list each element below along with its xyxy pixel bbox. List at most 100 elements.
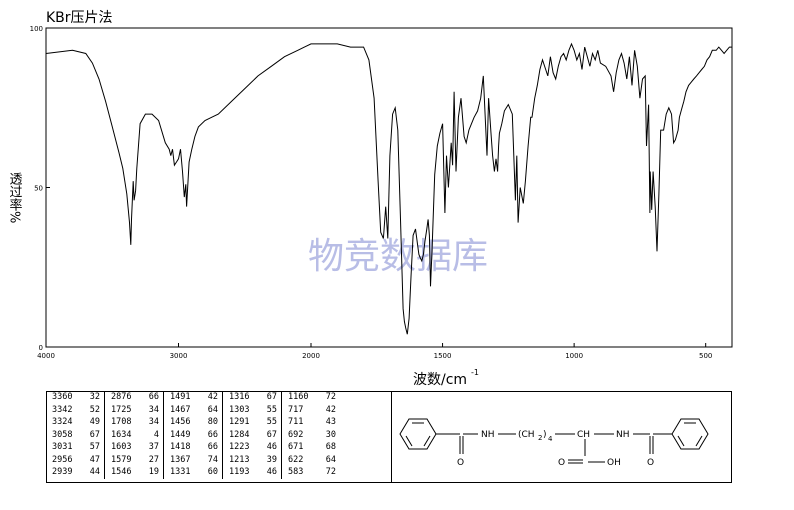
peak-row: 1579 27	[111, 454, 159, 467]
x-axis-label-text: 波数/cm	[413, 372, 467, 388]
peak-transmittance: 68	[325, 442, 336, 452]
peak-wavenumber: 1303	[229, 404, 250, 415]
peak-wavenumber: 717	[288, 404, 304, 415]
y-axis-label-text: 透过率%	[7, 172, 23, 223]
peak-wavenumber: 1708	[111, 417, 132, 427]
peak-transmittance: 55	[266, 417, 277, 427]
peak-wavenumber: 1491	[170, 392, 191, 402]
peak-wavenumber: 671	[288, 442, 304, 452]
chain-count: 4	[548, 435, 553, 443]
peak-row: 2876 66	[111, 391, 159, 404]
peak-wavenumber: 692	[288, 429, 304, 440]
y-tick-label: 0	[39, 344, 43, 352]
peak-table-column: 3360 32 3342 52 3324 49 3058 67 3031 57 2956 47 2939…	[46, 391, 105, 479]
peak-transmittance: 67	[89, 429, 100, 440]
peak-transmittance: 74	[207, 454, 218, 465]
peak-wavenumber: 2876	[111, 392, 132, 402]
peak-wavenumber: 3324	[52, 417, 73, 427]
peak-row: 711 43	[288, 416, 336, 429]
peak-transmittance: 34	[148, 404, 159, 415]
peak-transmittance: 67	[266, 392, 277, 402]
peak-row: 1193 46	[229, 466, 277, 479]
peak-table: 3360 32 3342 52 3324 49 3058 67 3031 57 2956 47 2939…	[46, 391, 340, 479]
peak-row: 3031 57	[52, 441, 100, 454]
left-carbonyl	[436, 433, 478, 454]
y-axis-ticks: 0 50 100	[30, 25, 50, 352]
peak-transmittance: 27	[148, 454, 159, 465]
peak-transmittance: 46	[266, 442, 277, 452]
peak-transmittance: 19	[148, 467, 159, 477]
peak-wavenumber: 2956	[52, 454, 73, 465]
peak-row: 1725 34	[111, 404, 159, 417]
peak-row: 583 72	[288, 466, 336, 479]
peak-wavenumber: 1160	[288, 392, 309, 402]
peak-row: 2939 44	[52, 466, 100, 479]
peak-wavenumber: 1367	[170, 454, 191, 465]
peak-transmittance: 49	[89, 417, 100, 427]
x-axis-label-sup: -1	[471, 368, 479, 377]
peak-wavenumber: 1634	[111, 429, 132, 440]
peak-table-column: 2876 66 1725 34 1708 34 1634 4 1603 37 1579 27 1546 1…	[104, 391, 164, 479]
peak-transmittance: 72	[325, 467, 336, 477]
x-tick-label: 1000	[565, 352, 583, 360]
peak-row: 1449 66	[170, 429, 218, 442]
peak-transmittance: 72	[325, 392, 336, 402]
peak-row: 1213 39	[229, 454, 277, 467]
peak-row: 2956 47	[52, 454, 100, 467]
peak-table-columns: 3360 32 3342 52 3324 49 3058 67 3031 57 2956 47 2939…	[46, 391, 340, 479]
left-carbonyl-o: O	[457, 458, 464, 468]
peak-wavenumber: 711	[288, 417, 304, 427]
peak-row: 1331 60	[170, 466, 218, 479]
peak-wavenumber: 1456	[170, 417, 191, 427]
x-tick-label: 2000	[302, 352, 320, 360]
peak-row: 3324 49	[52, 416, 100, 429]
ch-label: CH	[577, 430, 590, 440]
peak-wavenumber: 583	[288, 467, 304, 477]
peak-row: 1491 42	[170, 391, 218, 404]
table-divider	[391, 391, 392, 483]
peak-wavenumber: 1579	[111, 454, 132, 465]
right-carbonyl-o: O	[647, 458, 654, 468]
peak-row: 1291 55	[229, 416, 277, 429]
left-benzene-ring	[399, 418, 437, 450]
peak-wavenumber: 3031	[52, 442, 73, 452]
peak-row: 3342 52	[52, 404, 100, 417]
chain-sub: 2	[538, 434, 542, 442]
spectrum-series-line	[45, 42, 732, 335]
peak-wavenumber: 1467	[170, 404, 191, 415]
peak-row: 692 30	[288, 429, 336, 442]
chain-close: )	[543, 430, 547, 440]
peak-wavenumber: 1316	[229, 392, 250, 402]
peak-transmittance: 66	[148, 392, 159, 402]
peak-row: 1160 72	[288, 391, 336, 404]
peak-transmittance: 57	[89, 442, 100, 452]
peak-wavenumber: 2939	[52, 467, 73, 477]
y-tick-label: 50	[34, 185, 43, 193]
right-nh: NH	[616, 430, 630, 440]
peak-row: 717 42	[288, 404, 336, 417]
peak-transmittance: 55	[266, 404, 277, 415]
chain-open: (CH	[518, 430, 535, 440]
peak-table-column: 1316 67 1303 55 1291 55 1284 67 1223 46 1213 39 1193…	[222, 391, 282, 479]
peak-transmittance: 60	[207, 467, 218, 477]
peak-row: 1418 66	[170, 441, 218, 454]
peak-wavenumber: 1603	[111, 442, 132, 452]
chart-title: KBr压片法	[46, 10, 113, 26]
peak-transmittance: 64	[207, 404, 218, 415]
peak-wavenumber: 1546	[111, 467, 132, 477]
peak-wavenumber: 1449	[170, 429, 191, 440]
peak-row: 1223 46	[229, 441, 277, 454]
peak-wavenumber: 1223	[229, 442, 250, 452]
peak-row: 1603 37	[111, 441, 159, 454]
peak-row: 1708 34	[111, 416, 159, 429]
peak-row: 622 64	[288, 454, 336, 467]
peak-row: 3058 67	[52, 429, 100, 442]
peak-table-column: 1491 42 1467 64 1456 80 1449 66 1418 66 1367 74 1331…	[163, 391, 223, 479]
peak-row: 1456 80	[170, 416, 218, 429]
peak-row: 671 68	[288, 441, 336, 454]
right-benzene-ring	[671, 418, 709, 450]
peak-transmittance: 66	[207, 429, 218, 440]
peak-transmittance: 64	[325, 454, 336, 465]
peak-wavenumber: 1418	[170, 442, 191, 452]
